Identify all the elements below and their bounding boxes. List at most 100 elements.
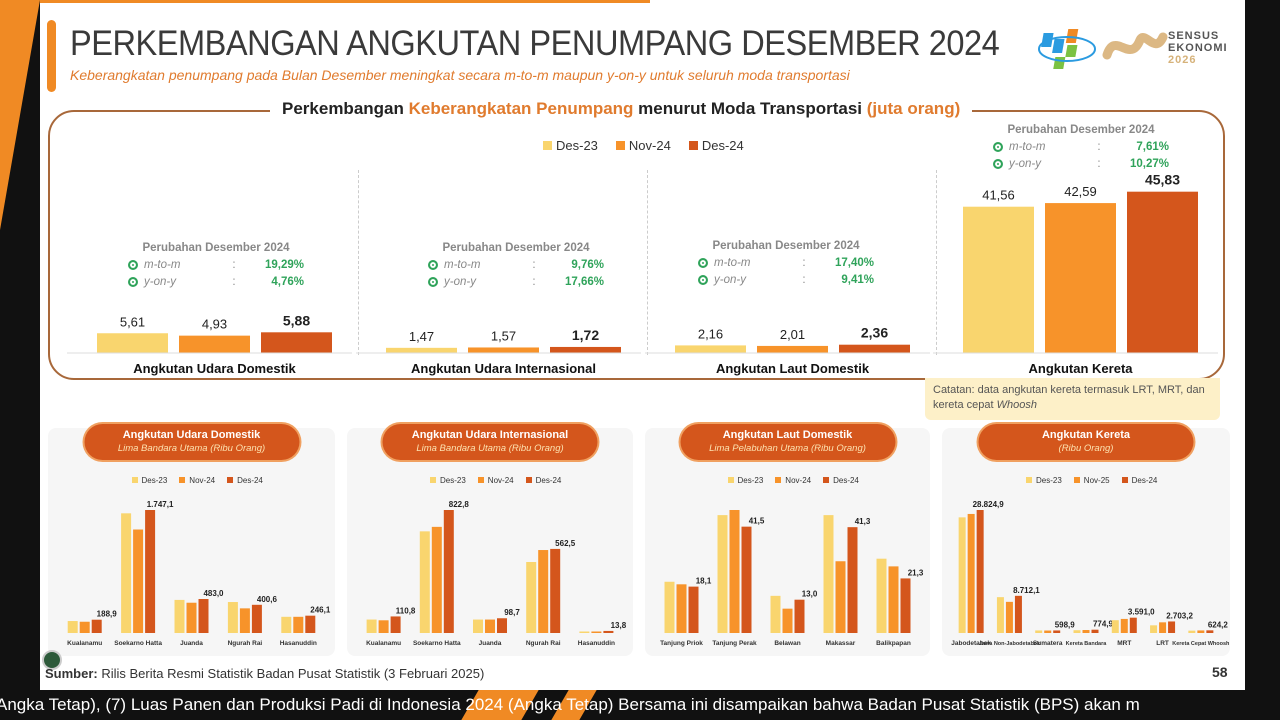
category-label: Juanda — [180, 640, 203, 647]
data-label: 8.712,1 — [1013, 586, 1040, 595]
bar — [1044, 630, 1052, 633]
bar — [1197, 630, 1205, 633]
chart-title-pill: Angkutan Kereta (Ribu Orang) — [978, 424, 1194, 460]
data-label: 13,0 — [802, 590, 818, 599]
data-label: 2.703,2 — [1166, 611, 1193, 620]
overlay-button[interactable] — [42, 650, 62, 670]
chart-title-pill: Angkutan Udara Internasional Lima Bandara… — [382, 424, 598, 460]
data-label: 4,93 — [202, 317, 227, 332]
bar — [227, 602, 238, 633]
legend-item: Des-23 — [727, 476, 763, 485]
corner-decoration — [0, 0, 40, 230]
colon: : — [232, 275, 236, 288]
bar — [179, 335, 250, 353]
bar — [419, 531, 430, 633]
bar — [958, 517, 966, 633]
bar — [79, 621, 90, 633]
category-label: Hasanuddin — [578, 640, 615, 647]
circle-icon — [428, 276, 438, 287]
legend-item: Des-23 — [131, 476, 167, 485]
mtm-row: m-to-m: 7,61% — [993, 138, 1169, 155]
category-label: Hasanuddin — [280, 640, 317, 647]
bar — [121, 513, 132, 633]
data-label: 2,36 — [861, 325, 888, 341]
yoy-value: 17,66% — [564, 275, 604, 288]
bar-chart: 18,1 Tanjung Priok 41,5 Tanjung Perak 13,0 Be… — [660, 510, 924, 647]
bar — [386, 347, 457, 353]
bar — [390, 616, 401, 633]
bar — [1014, 595, 1022, 633]
bar — [251, 604, 262, 633]
data-label: 41,56 — [982, 188, 1015, 203]
bar — [664, 581, 675, 633]
data-label: 28.824,9 — [973, 500, 1005, 509]
top-accent-line — [40, 0, 650, 3]
bar — [1111, 620, 1119, 633]
ticker-text: Angka Tetap), (7) Luas Panen dan Produks… — [0, 695, 1140, 714]
bar — [174, 599, 185, 633]
bar — [717, 515, 728, 633]
bar — [967, 513, 975, 633]
legend-item: Des-24 — [688, 138, 744, 153]
top-chart-title: Perkembangan Keberangkatan Penumpang men… — [270, 99, 973, 119]
yoy-label: y-on-y — [444, 275, 476, 288]
change-stats: Perubahan Desember 2024 m-to-m: 17,40% y-… — [698, 240, 874, 288]
bar — [293, 616, 304, 633]
circle-icon — [128, 259, 138, 270]
legend-item: Des-23 — [430, 476, 466, 485]
legend-item: Nov-24 — [179, 476, 215, 485]
yoy-row: y-on-y: 9,41% — [698, 271, 874, 288]
bar — [794, 599, 805, 633]
data-label: 774,9 — [1093, 620, 1114, 629]
category-label: Kereta Cepat Whoosh — [1172, 641, 1230, 647]
chart-title: Angkutan Udara Internasional — [411, 429, 569, 441]
chart-subtitle: Lima Pelabuhan Utama (Ribu Orang) — [709, 443, 866, 454]
bar — [900, 578, 911, 633]
bar — [378, 620, 389, 633]
category-label: Kualanamu — [366, 640, 401, 647]
circle-icon — [128, 276, 138, 287]
yoy-row: y-on-y: 17,66% — [428, 273, 604, 290]
data-label: 110,8 — [396, 606, 416, 615]
mtm-value: 9,76% — [571, 258, 604, 271]
legend-item: Des-24 — [1121, 476, 1157, 485]
bar — [1188, 630, 1196, 633]
data-label: 822,8 — [449, 500, 470, 509]
category-label: Tanjung Priok — [660, 640, 703, 647]
bar — [1035, 630, 1043, 633]
bar — [847, 527, 858, 633]
chart-card: Angkutan Laut Domestik Lima Pelabuhan Uta… — [645, 424, 930, 656]
data-label: 2,16 — [698, 326, 723, 341]
chart-title: Angkutan Kereta — [1041, 429, 1131, 441]
bar — [741, 526, 752, 633]
circle-icon — [428, 259, 438, 270]
bar — [485, 619, 495, 633]
train-note: Catatan: data angkutan kereta termasuk L… — [925, 378, 1220, 420]
category-label: LRT — [1156, 640, 1169, 647]
category-label: Soekarno Hatta — [413, 640, 461, 647]
yoy-value: 4,76% — [271, 275, 304, 288]
category-label: Makassar — [826, 640, 856, 647]
category-label: Ngurah Rai — [228, 640, 263, 647]
data-label: 246,1 — [310, 606, 331, 615]
change-stats: Perubahan Desember 2024 m-to-m: 19,29% y-… — [128, 242, 304, 290]
category-label: Sumatera — [1033, 640, 1063, 647]
page-number: 58 — [1212, 664, 1228, 680]
bar-chart: 188,9 Kualanamu 1.747,1 Soekarno Hatta 483,0… — [67, 500, 331, 647]
legend-item: Nov-25 — [1073, 476, 1110, 485]
bar — [729, 510, 740, 633]
bar — [1053, 630, 1061, 633]
bar — [431, 526, 442, 633]
bar — [1045, 203, 1116, 353]
bar — [1120, 618, 1128, 633]
data-label: 5,61 — [120, 314, 145, 329]
category-label: Soekarno Hatta — [114, 640, 162, 647]
divider — [936, 170, 937, 355]
bps-sensus-logo — [1038, 29, 1168, 69]
colon: : — [1097, 140, 1101, 153]
data-label: 1,47 — [409, 329, 434, 344]
chart-legend: Des-23 Nov-24 Des-24 — [727, 476, 859, 485]
sensus-logo-text: SENSUS EKONOMI 2026 — [1168, 30, 1228, 66]
bar — [198, 598, 209, 633]
bar — [888, 566, 899, 633]
